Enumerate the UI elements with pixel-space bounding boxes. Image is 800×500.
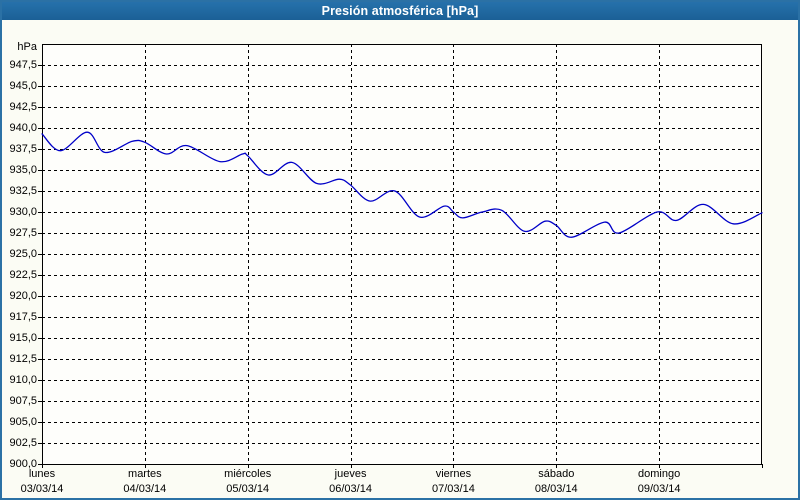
- y-tick-label: 915,0: [9, 331, 37, 344]
- x-day-name-label: domingo: [638, 468, 681, 480]
- y-axis-unit-label: hPa: [17, 41, 37, 53]
- y-tick-label: 910,0: [9, 373, 37, 386]
- y-tick-label: 930,0: [9, 205, 37, 218]
- y-tick-label: 917,5: [9, 310, 37, 323]
- x-day-date-label: 08/03/14: [534, 483, 578, 495]
- y-tick-label: 900,0: [9, 457, 37, 470]
- x-day-name-label: jueves: [334, 468, 367, 480]
- y-tick-label: 927,5: [9, 226, 37, 239]
- y-tick-label: 922,5: [9, 268, 37, 281]
- window-titlebar: Presión atmosférica [hPa]: [2, 2, 798, 20]
- x-day-date-label: 09/03/14: [637, 483, 681, 495]
- x-day-name-label: lunes: [28, 468, 56, 480]
- y-tick-label: 935,0: [9, 163, 37, 176]
- y-tick-label: 907,5: [9, 394, 37, 407]
- x-day-date-label: 05/03/14: [226, 483, 270, 495]
- y-tick-label: 942,5: [9, 100, 37, 113]
- x-day-date-label: 06/03/14: [329, 483, 372, 495]
- y-tick-label: 947,5: [9, 58, 37, 71]
- pressure-line: [41, 131, 763, 238]
- x-day-date-label: 03/03/14: [20, 483, 64, 495]
- y-tick-label: 945,0: [9, 79, 37, 92]
- y-tick-label: 932,5: [9, 184, 37, 197]
- y-tick-label: 912,5: [9, 352, 37, 365]
- y-tick-label: 902,5: [9, 436, 37, 449]
- x-day-name-label: viernes: [435, 468, 472, 480]
- y-tick-label: 920,0: [9, 289, 37, 302]
- x-day-name-label: miércoles: [224, 468, 272, 480]
- x-day-date-label: 07/03/14: [432, 483, 475, 495]
- y-tick-label: 925,0: [9, 247, 37, 260]
- x-day-name-label: martes: [128, 468, 162, 480]
- y-tick-label: 905,0: [9, 415, 37, 428]
- plot-frame: [42, 44, 762, 465]
- x-day-name-label: sábado: [538, 468, 575, 480]
- x-day-date-label: 04/03/14: [123, 483, 167, 495]
- window-title: Presión atmosférica [hPa]: [321, 4, 479, 18]
- y-tick-label: 937,5: [9, 142, 37, 155]
- y-tick-label: 940,0: [9, 121, 37, 134]
